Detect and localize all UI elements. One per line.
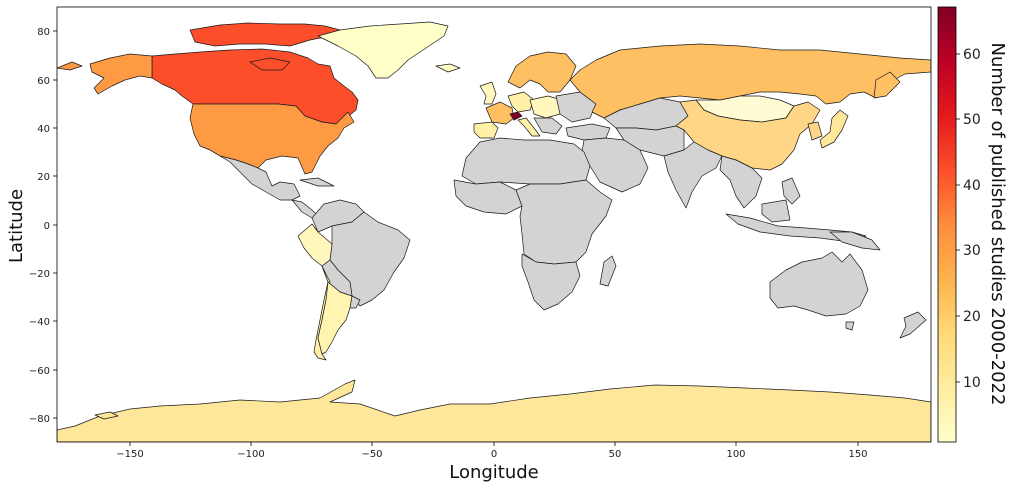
country-west-africa	[453, 179, 523, 215]
country-mexico	[209, 149, 301, 201]
colorbar-tick-label: 40	[963, 178, 981, 194]
y-axis-title: Latitude	[6, 189, 27, 263]
country-new-guinea	[829, 231, 881, 251]
colorbar-title: Number of published studies 2000-2022	[987, 43, 1008, 406]
y-tick-label: −20	[29, 269, 50, 280]
country-usa-aleutian	[57, 61, 83, 71]
country-japan	[819, 109, 849, 149]
country-uk	[479, 81, 497, 105]
country-southeast-asia	[719, 155, 763, 209]
country-india	[663, 141, 723, 209]
country-balkans	[533, 117, 563, 135]
colorbar-tick-label: 30	[963, 243, 981, 259]
x-tick-label: 150	[848, 449, 867, 460]
x-tick-label: 100	[726, 449, 745, 460]
x-axis: −150 −100 −50 0 50 100 150 Longitude	[116, 442, 868, 483]
country-iran-afghanistan	[615, 125, 685, 157]
country-iberia	[473, 121, 499, 139]
country-central-east-africa	[515, 179, 613, 265]
country-antarctica-shelf	[94, 411, 119, 420]
colorbar-tick-label: 20	[963, 309, 981, 325]
x-tick-label: −150	[116, 449, 143, 460]
x-tick-label: 0	[491, 449, 497, 460]
country-russia-kamchatka	[873, 71, 901, 99]
colorbar-tick-label: 60	[963, 47, 981, 63]
country-antarctica	[57, 379, 931, 442]
country-usa-alaska	[89, 53, 153, 95]
country-switzerland	[509, 111, 523, 121]
country-tasmania	[845, 321, 855, 331]
country-cuba	[299, 177, 335, 187]
country-north-africa	[461, 137, 591, 185]
x-tick-label: −50	[361, 449, 382, 460]
country-iceland	[435, 63, 461, 73]
y-axis: 80 60 40 20 0 −20 −40 −60 −80 Latitude	[6, 27, 57, 425]
country-australia	[769, 251, 869, 317]
country-philippines	[781, 177, 801, 205]
y-tick-label: 80	[37, 27, 50, 38]
country-southern-africa	[521, 253, 581, 311]
country-korea	[807, 121, 823, 141]
x-axis-title: Longitude	[449, 462, 539, 483]
country-china	[675, 99, 821, 171]
x-tick-label: −100	[237, 449, 264, 460]
y-tick-label: −80	[29, 414, 50, 425]
country-canada-island-2	[249, 57, 291, 71]
y-tick-label: 40	[37, 124, 50, 135]
y-tick-label: −60	[29, 366, 50, 377]
map-plot-area	[56, 6, 932, 443]
country-greenland	[317, 21, 449, 79]
y-tick-label: 60	[37, 76, 50, 87]
colorbar: 10 20 30 40 50 60 Number of published st…	[937, 6, 1008, 443]
x-tick-label: 50	[609, 449, 622, 460]
country-uruguay	[349, 295, 361, 309]
y-tick-label: 0	[44, 221, 50, 232]
country-new-zealand	[899, 311, 927, 339]
colorbar-tick-label: 50	[963, 112, 981, 128]
country-italy	[517, 117, 541, 137]
y-tick-label: −40	[29, 317, 50, 328]
country-madagascar	[599, 255, 617, 287]
colorbar-tick-label: 10	[963, 375, 981, 391]
country-germany	[507, 91, 535, 113]
country-shapes	[57, 21, 931, 442]
country-indonesia	[725, 213, 867, 243]
country-borneo	[761, 199, 791, 223]
y-tick-label: 20	[37, 172, 50, 183]
colorbar-gradient	[937, 6, 957, 443]
